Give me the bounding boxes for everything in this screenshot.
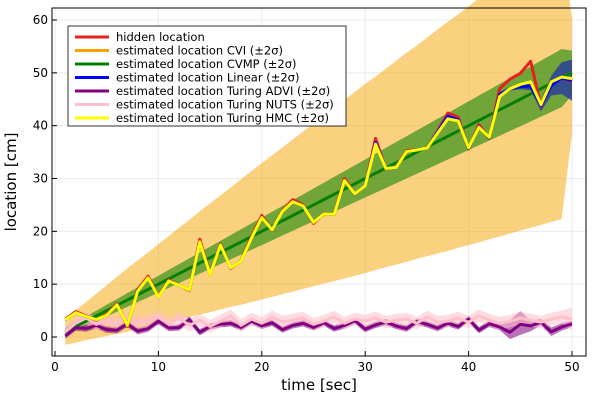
x-tick-label: 30 <box>358 360 373 374</box>
legend-label-estimated-location-linear-2: estimated location Linear (±2σ) <box>116 71 299 85</box>
x-tick-label: 50 <box>564 360 579 374</box>
y-tick-label: 60 <box>33 13 48 27</box>
y-tick-label: 0 <box>40 330 48 344</box>
legend-label-estimated-location-turing-advi-2: estimated location Turing ADVI (±2σ) <box>116 84 330 98</box>
y-tick-label: 20 <box>33 224 48 238</box>
line-estimated-location-turing-nuts-2 <box>64 314 573 333</box>
x-tick-label: 10 <box>151 360 166 374</box>
line-estimated-location-turing-advi-2 <box>64 317 573 338</box>
x-axis-label: time [sec] <box>281 376 357 394</box>
x-tick-label: 20 <box>254 360 269 374</box>
y-axis-label: location [cm] <box>2 133 20 232</box>
y-tick-label: 10 <box>33 277 48 291</box>
tick-layer: 0 10 20 30 40 50 0 10 20 30 40 50 60 <box>33 13 580 374</box>
y-tick-label: 30 <box>33 172 48 186</box>
legend-label-estimated-location-turing-hmc-2: estimated location Turing HMC (±2σ) <box>116 111 329 125</box>
legend-label-estimated-location-turing-nuts-2: estimated location Turing NUTS (±2σ) <box>116 98 334 112</box>
line-layer <box>64 59 573 338</box>
legend-label-estimated-location-cvi-2: estimated location CVI (±2σ) <box>116 44 283 58</box>
plot-frame <box>51 7 587 357</box>
line-estimated-location-turing-hmc-2 <box>64 75 573 327</box>
x-tick-label: 40 <box>461 360 476 374</box>
y-tick-label: 50 <box>33 66 48 80</box>
legend-label-estimated-location-cvmp-2: estimated location CVMP (±2σ) <box>116 57 296 71</box>
legend-label-hidden-location: hidden location <box>116 30 205 44</box>
x-tick-label: 0 <box>51 360 59 374</box>
y-tick-label: 40 <box>33 119 48 133</box>
legend-box <box>67 25 347 127</box>
line-estimated-location-cvmp-2 <box>64 71 573 334</box>
